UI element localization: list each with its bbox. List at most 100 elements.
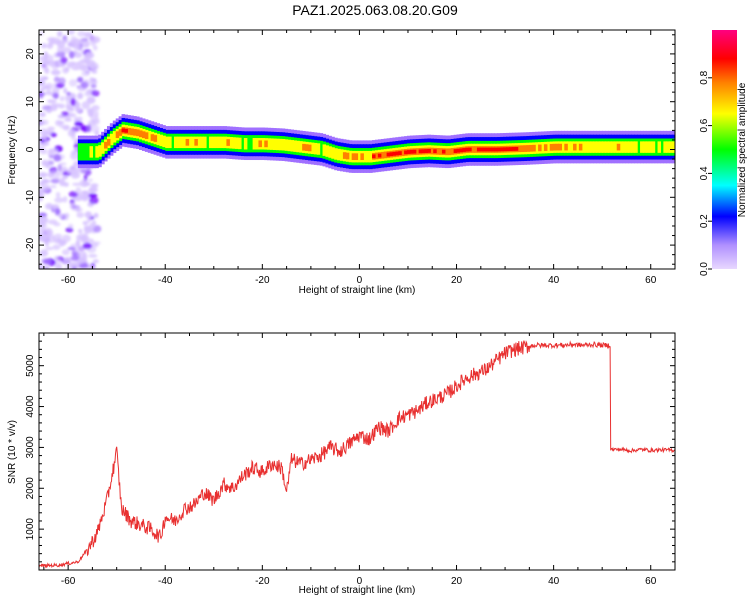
heatmap-cell (412, 149, 417, 154)
heatmap-cell (561, 141, 565, 153)
heatmap-cell (153, 135, 158, 142)
heatmap-cell (80, 143, 85, 161)
heatmap-panel: -60 -40 -20 0 20 40 60 -20 -10 0 10 20 Height of st… (7, 29, 676, 296)
heatmap-cell (112, 131, 117, 143)
heatmap-cell (447, 148, 452, 156)
heatmap-cell (54, 263, 63, 269)
heatmap-cell (98, 145, 102, 157)
heatmap-cell (80, 169, 87, 174)
heatmap-cell (433, 149, 437, 154)
heatmap-cell (156, 133, 161, 146)
heatmap-cell (628, 141, 632, 153)
heatmap-cell (64, 94, 70, 101)
heatmap-cell (307, 144, 312, 152)
heatmap-cell (310, 142, 315, 155)
heatmap-cell (39, 172, 48, 178)
x-tick-label: -60 (61, 275, 76, 286)
y-tick-label: 0 (25, 146, 36, 152)
heatmap-cell (514, 146, 519, 151)
heatmap-cell (608, 141, 612, 153)
heatmap-cell (39, 265, 47, 269)
heatmap-cell (78, 263, 89, 269)
heatmap-cell (57, 237, 62, 244)
y-tick-label: -10 (25, 190, 36, 205)
heatmap-cell (409, 149, 414, 154)
heatmap-cell (188, 136, 193, 149)
heatmap-cell (44, 203, 53, 210)
heatmap-cell (194, 138, 198, 146)
x-tick-label: 40 (548, 275, 560, 286)
y-tick-label: 20 (25, 48, 36, 60)
heatmap-cell (474, 146, 478, 153)
heatmap-cell (70, 98, 76, 106)
heatmap-cell (84, 51, 95, 59)
heatmap-cell (450, 148, 455, 155)
heatmap-cell (570, 141, 574, 153)
heatmap-cell (418, 149, 423, 154)
heatmap-cell (86, 143, 91, 161)
colorbar-tick-label: 0.8 (699, 70, 710, 84)
heatmap-cell (49, 171, 60, 177)
heatmap-cell (63, 87, 68, 94)
heatmap-cell (61, 234, 71, 243)
heatmap-cell (663, 141, 667, 153)
heatmap-cell (182, 136, 187, 149)
heatmap-cell (43, 51, 49, 60)
heatmap-y-axis-title: Frequency (Hz) (7, 116, 18, 185)
heatmap-cell (290, 140, 294, 152)
heatmap-x-axis-title: Height of straight line (km) (299, 285, 416, 296)
heatmap-cell (535, 142, 539, 154)
heatmap-cell (81, 180, 89, 188)
heatmap-cell (605, 141, 609, 153)
y-tick-label: 3000 (25, 436, 36, 459)
heatmap-cell (354, 153, 359, 161)
heatmap-cell (88, 178, 93, 182)
heatmap-cell (497, 147, 501, 152)
heatmap-cell (549, 143, 554, 151)
x-tick-label: 20 (451, 576, 463, 587)
heatmap-cell (465, 147, 469, 152)
heatmap-cell (281, 138, 286, 151)
heatmap-cell (95, 146, 99, 158)
heatmap-cell (86, 108, 95, 114)
heatmap-cell (610, 141, 615, 153)
heatmap-cell (369, 150, 373, 163)
heatmap-cell (81, 254, 87, 263)
heatmap-cell (546, 141, 551, 154)
heatmap-cell (50, 69, 61, 76)
heatmap-cell (88, 188, 96, 193)
heatmap-cell (637, 138, 641, 156)
heatmap-cell (39, 76, 48, 81)
heatmap-cell (89, 238, 94, 244)
heatmap-cell (340, 149, 344, 161)
heatmap-cell (645, 141, 650, 153)
heatmap-cell (80, 49, 85, 54)
heatmap-cell (459, 148, 463, 153)
heatmap-cell (299, 141, 303, 153)
heatmap-cell (57, 213, 64, 218)
heatmap-cell (65, 227, 74, 233)
heatmap-content (39, 30, 675, 269)
heatmap-cell (348, 150, 353, 163)
heatmap-cell (444, 148, 449, 156)
heatmap-cell (48, 161, 55, 165)
heatmap-cell (71, 38, 81, 47)
heatmap-cell (337, 148, 341, 161)
heatmap-cell (83, 57, 91, 64)
heatmap-cell (575, 141, 580, 153)
heatmap-cell (264, 140, 268, 148)
heatmap-cell (220, 136, 225, 149)
heatmap-cell (590, 141, 595, 153)
heatmap-cell (118, 129, 123, 136)
heatmap-cell (106, 138, 111, 146)
heatmap-cell (622, 141, 627, 153)
heatmap-cell (83, 174, 88, 182)
heatmap-cell (392, 151, 396, 156)
heatmap-cell (287, 139, 292, 152)
heatmap-cell (74, 121, 83, 127)
heatmap-cell (67, 129, 75, 137)
heatmap-cell (249, 135, 254, 153)
heatmap-cell (520, 145, 525, 153)
heatmap-cell (345, 152, 350, 160)
